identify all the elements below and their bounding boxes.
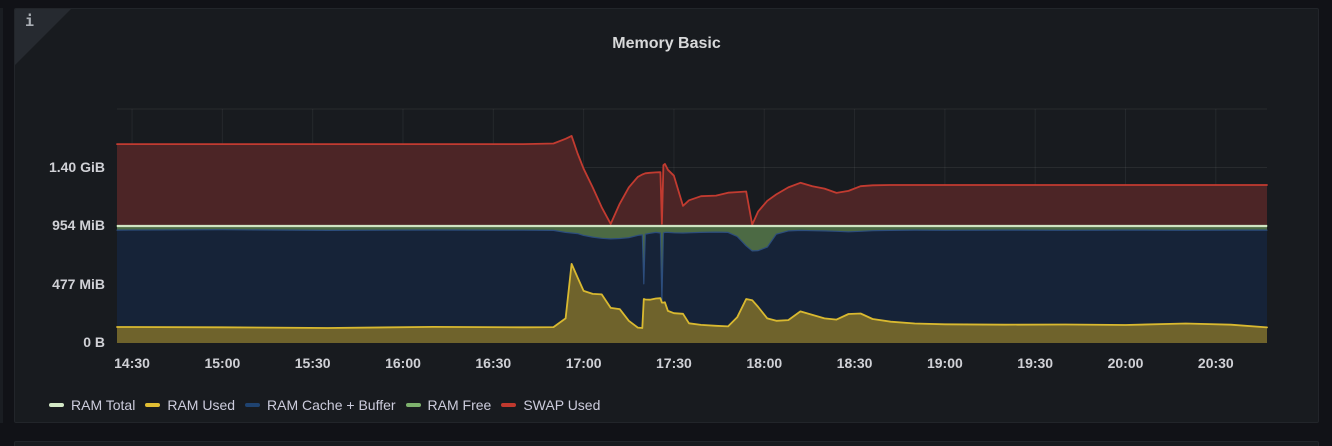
x-axis-label: 14:30 [114, 355, 150, 371]
chart-plot-area[interactable]: 0 B 477 MiB 954 MiB 1.40 GiB 14:30 15:00 15:30… [15, 9, 1318, 384]
legend-item-ram-total[interactable]: RAM Total [49, 397, 135, 413]
legend-swatch [145, 403, 161, 407]
x-axis-label: 18:30 [836, 355, 873, 371]
panel-title[interactable]: Memory Basic [612, 35, 721, 52]
legend-label: RAM Free [427, 397, 492, 413]
legend-swatch [501, 403, 517, 407]
memory-basic-panel: i Memory Basic 0 B 477 MiB 954 MiB 1.40 GiB… [14, 8, 1319, 423]
y-axis-label: 954 MiB [52, 217, 105, 233]
x-axis-label: 16:00 [385, 355, 421, 371]
legend: RAM Total RAM Used RAM Cache + Buffer RAM F… [49, 393, 600, 417]
adjacent-panel-edge [0, 8, 3, 423]
legend-label: RAM Cache + Buffer [267, 397, 396, 413]
x-axis-label: 20:30 [1197, 355, 1234, 371]
y-axis-label: 477 MiB [52, 275, 105, 292]
panel-info-corner[interactable] [15, 9, 71, 65]
legend-item-swap-used[interactable]: SWAP Used [501, 397, 600, 413]
next-panel-top-edge [14, 441, 1319, 446]
legend-swatch [49, 403, 64, 407]
x-axis-label: 18:00 [746, 355, 783, 371]
x-axis-label: 19:30 [1017, 355, 1054, 371]
area-ram-used [117, 263, 1267, 343]
x-axis-label: 17:00 [565, 355, 602, 371]
chart-svg [116, 108, 1268, 343]
area-swap-used [117, 135, 1267, 226]
line-ram-cache-buffer [116, 229, 1268, 302]
legend-item-ram-used[interactable]: RAM Used [145, 397, 235, 413]
x-axis-label: 20:00 [1107, 355, 1144, 371]
line-swap-used [116, 135, 1268, 226]
legend-item-ram-free[interactable]: RAM Free [405, 397, 492, 413]
x-axis-label: 15:00 [204, 355, 241, 371]
line-ram-used [116, 263, 1268, 329]
legend-swatch [245, 403, 261, 407]
x-axis-label: 19:00 [926, 355, 963, 371]
legend-label: SWAP Used [523, 397, 601, 413]
legend-swatch [405, 403, 421, 407]
y-axis-label: 0 B [83, 334, 105, 350]
x-axis-label: 15:30 [294, 355, 331, 371]
info-icon[interactable]: i [25, 12, 35, 30]
x-axis-label: 16:30 [475, 355, 512, 371]
area-ram-cache-buffer [117, 229, 1267, 328]
x-axis-label: 17:30 [656, 355, 692, 371]
legend-label: RAM Total [71, 397, 136, 413]
y-axis-label: 1.40 GiB [48, 158, 105, 175]
legend-item-ram-cache-buffer[interactable]: RAM Cache + Buffer [245, 397, 396, 413]
legend-label: RAM Used [167, 397, 236, 413]
